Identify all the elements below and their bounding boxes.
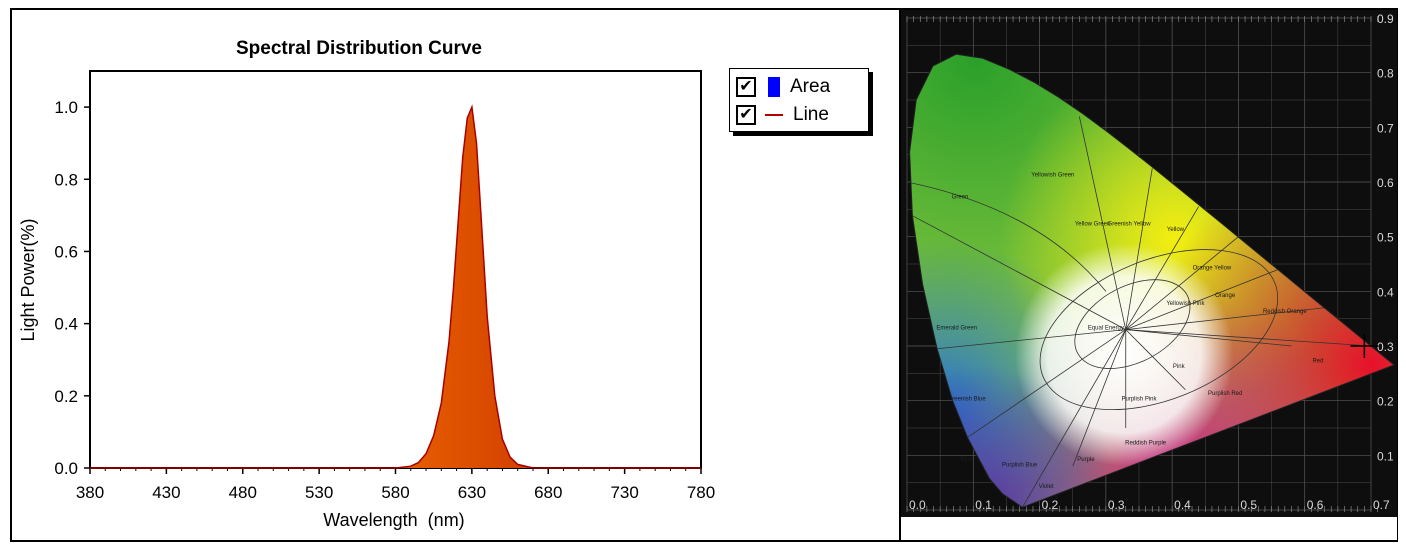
cie-y-tick-label: 0.4 bbox=[1377, 285, 1394, 299]
figure-frame: Spectral Distribution Curve 0.0 0.2 0.4 0.6… bbox=[10, 8, 1398, 542]
cie-y-tick-label: 0.7 bbox=[1377, 121, 1394, 135]
y-tick-label: 0.8 bbox=[54, 170, 78, 189]
y-tick-label: 1.0 bbox=[54, 98, 78, 117]
y-tick-label: 0.4 bbox=[54, 315, 78, 334]
x-tick-label: 530 bbox=[305, 483, 333, 502]
x-tick-label: 780 bbox=[687, 483, 715, 502]
plot-area bbox=[89, 70, 702, 469]
cie-y-tick-label: 0.3 bbox=[1377, 340, 1394, 354]
cie-bottom-strip bbox=[901, 517, 1397, 540]
spectral-chart: Spectral Distribution Curve 0.0 0.2 0.4 0.6… bbox=[18, 38, 715, 530]
cie-region-label: Red bbox=[1312, 358, 1323, 364]
cie-x-tick-label: 0.3 bbox=[1108, 498, 1125, 512]
cie-region-label: Orange Yellow bbox=[1193, 265, 1232, 271]
cie-region-label: Greenish Blue bbox=[948, 397, 987, 403]
x-tick-label: 580 bbox=[381, 483, 409, 502]
spectral-locus bbox=[909, 53, 1395, 508]
x-axis-label: Wavelength (nm) bbox=[323, 510, 464, 530]
cie-region-label: Purple bbox=[1077, 457, 1095, 463]
cie-region-label: Yellowish Green bbox=[1031, 173, 1074, 179]
cie-region-label: Equal Energy bbox=[1088, 326, 1124, 332]
cie-y-tick-label: 0.1 bbox=[1377, 449, 1394, 463]
cie-region-label: Purplish Pink bbox=[1121, 397, 1157, 403]
y-tick-label: 0.6 bbox=[54, 242, 78, 261]
cie-x-tick-label: 0.1 bbox=[975, 498, 992, 512]
chart-title: Spectral Distribution Curve bbox=[236, 38, 482, 59]
cie-x-tick-label: 0.4 bbox=[1174, 498, 1191, 512]
cie-chromaticity-panel: 0.0 0.1 0.2 0.3 0.4 0.5 0.6 0.7 0.1 0.2 0.3 0.4 0.5 0… bbox=[899, 10, 1397, 540]
x-tick-label: 730 bbox=[610, 483, 638, 502]
legend-line-checkbox[interactable]: ✔ bbox=[736, 105, 756, 125]
cie-diagram: 0.0 0.1 0.2 0.3 0.4 0.5 0.6 0.7 0.1 0.2 0.3 0.4 0.5 0… bbox=[901, 10, 1397, 517]
cie-region-label: Reddish Purple bbox=[1125, 440, 1167, 446]
cie-region-label: Blue bbox=[961, 457, 974, 463]
cie-y-tick-label: 0.8 bbox=[1377, 67, 1394, 81]
cie-region-label: Reddish Orange bbox=[1263, 309, 1307, 315]
cie-x-tick-label: 0.6 bbox=[1307, 498, 1324, 512]
cie-y-tick-label: 0.5 bbox=[1377, 231, 1394, 245]
cie-y-tick-label: 0.6 bbox=[1377, 176, 1394, 190]
cie-x-tick-label: 0.7 bbox=[1373, 498, 1390, 512]
y-axis-label: Light Power(%) bbox=[18, 218, 38, 341]
cie-region-label: Green bbox=[952, 194, 969, 200]
x-tick-label: 630 bbox=[458, 483, 486, 502]
line-swatch bbox=[765, 114, 783, 116]
x-tick-label: 480 bbox=[229, 483, 257, 502]
area-swatch bbox=[768, 77, 780, 97]
legend: ✔ Area ✔ Line bbox=[729, 68, 869, 132]
y-tick-label: 0.0 bbox=[54, 459, 78, 478]
cie-region-label: Purplish Blue bbox=[1002, 462, 1038, 468]
cie-region-label: Yellowish Pink bbox=[1166, 301, 1205, 307]
spectral-chart-panel: Spectral Distribution Curve 0.0 0.2 0.4 0.6… bbox=[12, 10, 899, 540]
x-tick-label: 430 bbox=[152, 483, 180, 502]
cie-x-tick-label: 0.0 bbox=[909, 498, 926, 512]
spectrum-line bbox=[90, 104, 701, 469]
chromaticity-marker bbox=[1350, 334, 1379, 358]
legend-area-checkbox[interactable]: ✔ bbox=[736, 77, 756, 97]
cie-region-label: Yellow Green bbox=[1075, 222, 1110, 228]
legend-item-line[interactable]: ✔ Line bbox=[736, 103, 829, 127]
cie-x-tick-label: 0.5 bbox=[1240, 498, 1257, 512]
cie-region-label: Purplish Red bbox=[1208, 391, 1242, 397]
cie-region-label: Emerald Green bbox=[936, 326, 977, 332]
legend-item-area[interactable]: ✔ Area bbox=[736, 75, 830, 99]
x-tick-label: 680 bbox=[534, 483, 562, 502]
cie-y-tick-label: 0.2 bbox=[1377, 395, 1394, 409]
cie-x-tick-label: 0.2 bbox=[1042, 498, 1059, 512]
legend-area-label: Area bbox=[790, 76, 831, 97]
legend-line-label: Line bbox=[793, 104, 829, 125]
cie-region-label: Greenish Yellow bbox=[1108, 222, 1152, 228]
cie-region-label: Orange bbox=[1215, 293, 1236, 299]
cie-region-label: Yellow bbox=[1167, 227, 1185, 233]
x-tick-label: 380 bbox=[76, 483, 104, 502]
cie-region-label: Pink bbox=[1173, 364, 1186, 370]
y-tick-label: 0.2 bbox=[54, 387, 78, 406]
cie-y-tick-label: 0.9 bbox=[1377, 12, 1394, 26]
cie-region-label: Violet bbox=[1039, 484, 1054, 490]
